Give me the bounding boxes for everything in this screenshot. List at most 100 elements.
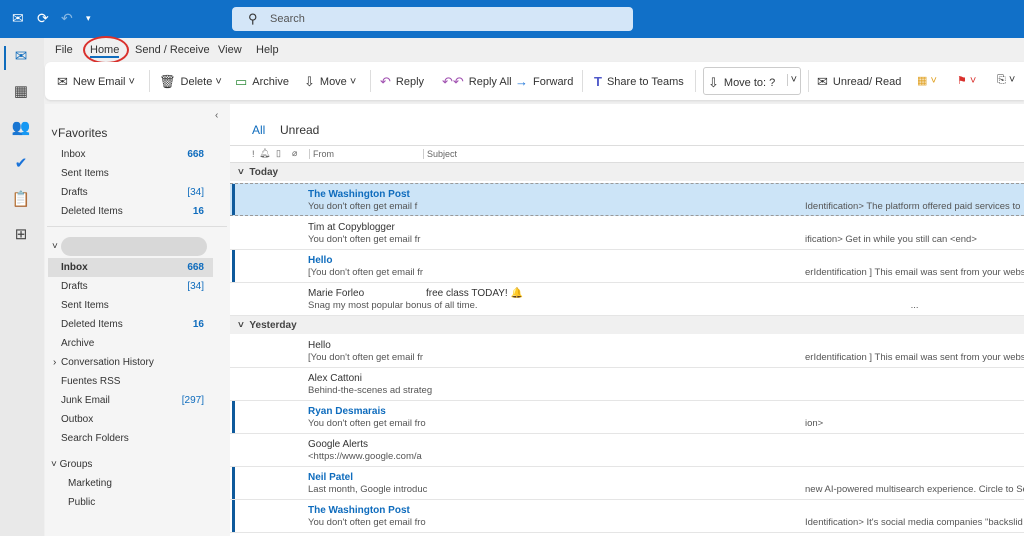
group-today[interactable]: ˅ Today bbox=[230, 163, 1024, 181]
sync-icon[interactable]: ⟳ bbox=[37, 10, 49, 26]
folder-conversation-history[interactable]: Conversation History bbox=[61, 357, 211, 368]
people-icon[interactable]: 👥 bbox=[11, 119, 31, 136]
sender: Hello bbox=[308, 255, 333, 266]
group-public[interactable]: Public bbox=[68, 497, 218, 508]
reply-all-label: Reply All bbox=[468, 76, 512, 88]
reminder-icon[interactable]: 🔔︎ bbox=[259, 148, 271, 158]
folder-name: Sent Items bbox=[61, 168, 109, 179]
divider bbox=[149, 70, 150, 92]
collapse-pane-icon[interactable]: ‹ bbox=[215, 110, 219, 121]
categorize-icon: ▦ bbox=[917, 75, 928, 87]
menu-bar: File Home Send / Receive View Help bbox=[44, 38, 1024, 62]
preview-continued: Identification> It's social media compan… bbox=[805, 517, 1023, 528]
sender: Tim at Copyblogger bbox=[308, 222, 395, 233]
todo-icon[interactable]: ✔ bbox=[14, 155, 28, 172]
attachment-icon[interactable]: ⌀ bbox=[292, 148, 298, 158]
reply-all-button[interactable]: ↶↶ Reply All bbox=[442, 74, 512, 90]
unread-count: 16 bbox=[192, 206, 204, 217]
message-row[interactable]: Alex Cattoni Behind-the-scenes ad strateg bbox=[230, 368, 1024, 401]
message-row[interactable]: Tim at Copyblogger You don't often get em… bbox=[230, 217, 1024, 250]
delete-button[interactable]: 🗑 Delete ˅ bbox=[159, 74, 222, 89]
forward-label: Forward bbox=[533, 76, 574, 88]
mail-icon[interactable]: ✉ bbox=[14, 48, 28, 65]
folder-drafts[interactable]: Drafts [34] bbox=[61, 281, 211, 292]
folder-junk-email[interactable]: Junk Email [297] bbox=[61, 395, 211, 406]
folder-name: Junk Email bbox=[61, 395, 110, 406]
share-to-teams-button[interactable]: T Share to Teams bbox=[594, 74, 684, 89]
folder-name: Sent Items bbox=[61, 300, 109, 311]
groups-header[interactable]: ˅ Groups bbox=[51, 459, 93, 470]
column-from[interactable]: From bbox=[309, 149, 334, 159]
search-icon: ⚲ bbox=[248, 11, 258, 26]
folder-name: Fuentes RSS bbox=[61, 376, 121, 387]
folder-archive[interactable]: Archive bbox=[61, 338, 211, 349]
archive-label: Archive bbox=[252, 76, 289, 88]
message-list: All Unread ! 🔔︎ ▯ ⌀ From Subject ˅ Today… bbox=[230, 104, 1024, 536]
folder-fuentes-rss[interactable]: Fuentes RSS bbox=[61, 376, 211, 387]
outlook-logo-icon: ✉ bbox=[12, 10, 24, 26]
fav-deleted-items[interactable]: Deleted Items 16 bbox=[61, 206, 211, 217]
message-row[interactable]: Marie Forleo free class TODAY! 🔔 Snag my m… bbox=[230, 283, 1024, 316]
new-email-button[interactable]: ✉ New Email ˅ bbox=[57, 74, 135, 89]
account-chevron-icon[interactable]: ˅ bbox=[52, 241, 58, 252]
undo-icon[interactable]: ↶ bbox=[61, 10, 73, 26]
group-label: Today bbox=[249, 167, 279, 178]
calendar-icon[interactable]: ▦ bbox=[13, 83, 29, 100]
forward-icon: → bbox=[515, 74, 528, 89]
folder-inbox[interactable]: Inbox 668 bbox=[61, 262, 211, 273]
chevron-right-icon[interactable]: › bbox=[53, 357, 57, 368]
folder-deleted-items[interactable]: Deleted Items 16 bbox=[61, 319, 211, 330]
forward-button[interactable]: → Forward bbox=[515, 74, 573, 89]
tab-unread[interactable]: Unread bbox=[280, 123, 320, 137]
new-email-icon: ✉ bbox=[57, 74, 68, 89]
archive-icon: ▭ bbox=[235, 74, 248, 89]
categorize-button[interactable]: ▦ ˅ bbox=[917, 75, 937, 87]
message-row[interactable]: Hello [You don't often get email fr erIden… bbox=[230, 335, 1024, 368]
menu-help[interactable]: Help bbox=[256, 44, 279, 56]
menu-view[interactable]: View bbox=[218, 44, 242, 56]
fav-drafts[interactable]: Drafts [34] bbox=[61, 187, 211, 198]
fav-sent-items[interactable]: Sent Items bbox=[61, 168, 211, 179]
account-name-redacted[interactable] bbox=[61, 237, 207, 256]
fav-inbox[interactable]: Inbox 668 bbox=[61, 149, 211, 160]
sender: The Washington Post bbox=[308, 505, 410, 516]
message-row[interactable]: Ryan Desmarais You don't often get email … bbox=[230, 401, 1024, 434]
move-to-icon: ⇩ bbox=[708, 75, 719, 90]
reply-button[interactable]: ↶ Reply bbox=[380, 74, 424, 90]
folder-sent-items[interactable]: Sent Items bbox=[61, 300, 211, 311]
customize-toolbar-icon[interactable]: ▾ bbox=[86, 13, 91, 23]
menu-file[interactable]: File bbox=[55, 44, 73, 56]
group-marketing[interactable]: Marketing bbox=[68, 478, 218, 489]
preview: You don't often get email fro bbox=[308, 517, 426, 528]
folder-search-folders[interactable]: Search Folders bbox=[61, 433, 211, 444]
selected-folder-highlight bbox=[48, 258, 213, 277]
column-subject[interactable]: Subject bbox=[423, 149, 457, 159]
message-row[interactable]: The Washington Post You don't often get e… bbox=[230, 183, 1024, 216]
divider bbox=[808, 70, 809, 92]
icon-column-icon[interactable]: ▯ bbox=[276, 148, 281, 158]
unread-bar bbox=[232, 467, 235, 499]
archive-button[interactable]: ▭ Archive bbox=[235, 74, 289, 90]
group-yesterday[interactable]: ˅ Yesterday bbox=[230, 316, 1024, 334]
move-to-dropdown[interactable]: ⇩ Move to: ? ˅ bbox=[703, 67, 801, 95]
menu-send-receive[interactable]: Send / Receive bbox=[135, 44, 210, 56]
rules-button[interactable]: ⎘ ˅ bbox=[997, 74, 1016, 86]
message-row[interactable]: Neil Patel Last month, Google introduc new… bbox=[230, 467, 1024, 500]
divider bbox=[582, 70, 583, 92]
folder-outbox[interactable]: Outbox bbox=[61, 414, 211, 425]
apps-icon[interactable]: ⊞ bbox=[14, 226, 28, 243]
flag-button[interactable]: ⚑ ˅ bbox=[957, 75, 977, 87]
move-button[interactable]: ⇩ Move ˅ bbox=[304, 74, 357, 89]
message-row[interactable]: Google Alerts <https://www.google.com/a bbox=[230, 434, 1024, 467]
search-input[interactable]: ⚲ Search bbox=[232, 7, 633, 31]
favorites-label: Favorites bbox=[58, 126, 108, 140]
tasks-icon[interactable]: 📋 bbox=[11, 191, 31, 208]
importance-icon[interactable]: ! bbox=[252, 149, 255, 159]
message-row[interactable]: The Washington Post You don't often get e… bbox=[230, 500, 1024, 533]
favorites-header[interactable]: ˅Favorites bbox=[51, 126, 108, 140]
groups-label: Groups bbox=[59, 459, 93, 470]
chevron-down-icon[interactable]: ˅ bbox=[786, 74, 797, 86]
tab-all[interactable]: All bbox=[252, 123, 266, 137]
unread-read-button[interactable]: ✉ Unread/ Read bbox=[817, 74, 901, 90]
message-row[interactable]: Hello [You don't often get email fr erIden… bbox=[230, 250, 1024, 283]
